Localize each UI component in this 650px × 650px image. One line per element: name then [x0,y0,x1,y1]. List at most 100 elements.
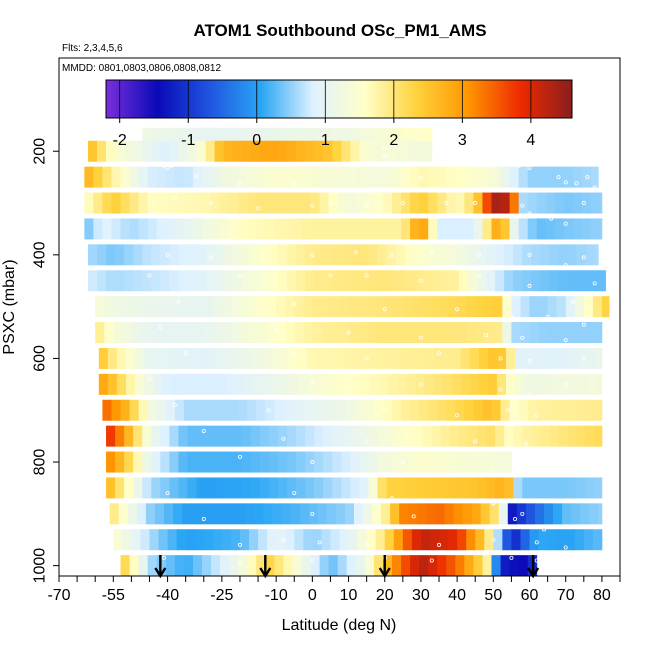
sample-point [581,356,586,361]
heatmap-cell [556,296,567,318]
heatmap-cell [518,555,529,576]
heatmap-cell [478,373,489,395]
colorbar: -2 -1 0 1 2 3 4 [105,79,573,149]
heatmap-cell [464,218,474,240]
heatmap-cell [332,270,342,292]
sample-point [364,203,369,208]
heatmap-cell [556,322,567,344]
y-tick-label: 600 [32,345,49,372]
heatmap-cell [364,399,375,421]
sample-point [523,441,528,446]
heatmap-cell [439,322,449,344]
heatmap-cell [258,529,268,551]
sample-point [563,221,568,226]
heatmap-cell [393,322,404,344]
heatmap-cell [131,322,141,344]
heatmap-cell [305,451,315,473]
heatmap-cell [554,192,565,214]
heatmap-cell [106,140,116,162]
heatmap-cell [294,529,304,551]
heatmap-cell [455,192,465,214]
heatmap-cell [420,296,431,318]
heatmap-cell [310,192,320,214]
heatmap-cell [194,529,205,551]
sample-point [476,273,481,278]
heatmap-cell [205,270,216,292]
heatmap-cell [404,244,415,266]
heatmap-cell [359,477,369,499]
heatmap-cell [451,373,462,395]
heatmap-cell [95,322,105,344]
sample-point [563,180,568,185]
heatmap-cell [196,244,206,266]
heatmap-cell [140,322,150,344]
heatmap-cell [339,529,349,551]
heatmap-cell [183,555,194,576]
heatmap-cell [408,503,418,525]
x-tick-label: -40 [156,587,179,604]
heatmap-cell [493,296,503,318]
heatmap-cell [332,451,342,473]
heatmap-cell [160,270,170,292]
heatmap-cell [268,127,279,149]
heatmap-cell [133,451,143,473]
heatmap-cell [391,218,402,240]
heatmap-cell [138,192,149,214]
heatmap-cell [366,529,377,551]
heatmap-cell [482,166,492,188]
heatmap-cell [154,503,165,525]
sample-point [353,250,358,255]
heatmap-cell [401,166,411,188]
heatmap-cell [205,477,216,499]
heatmap-cell [460,373,471,395]
sample-point [509,555,514,560]
heatmap-cell [477,270,487,292]
heatmap-cell [133,477,143,499]
heatmap-cell [531,244,541,266]
heatmap-cell [285,322,295,344]
heatmap-cell [397,373,407,395]
heatmap-cell [364,192,375,214]
heatmap-cell [563,166,574,188]
heatmap-cell [375,322,386,344]
heatmap-cell [591,192,601,214]
sample-point [176,299,181,304]
heatmap-cell [265,218,275,240]
heatmap-cell [477,244,487,266]
heatmap-cell [287,425,297,447]
heatmap-cell [312,529,322,551]
heatmap-cell [158,529,168,551]
heatmap-cell [212,322,223,344]
heatmap-cell [256,555,266,576]
heatmap-cell [587,347,597,369]
sample-point [527,252,532,257]
heatmap-cell [124,477,134,499]
heatmap-cell [337,192,348,214]
heatmap-cell [524,347,534,369]
heatmap-cell [538,322,549,344]
x-tick-label: 10 [340,587,358,604]
heatmap-cell [582,399,592,421]
heatmap-cell [424,347,434,369]
heatmap-cell [529,529,539,551]
heatmap-cell [232,425,243,447]
heatmap-cell [214,140,225,162]
sample-point [389,252,394,257]
heatmap-cell [315,347,326,369]
heatmap-cell [97,244,107,266]
heatmap-cell [395,425,406,447]
heatmap-cell [594,477,603,499]
heatmap-cell [585,270,596,292]
heatmap-cell [138,166,149,188]
heatmap-cell [127,503,138,525]
heatmap-cell [277,425,288,447]
heatmap-cell [115,425,125,447]
heatmap-cell [359,140,369,162]
heatmap-cell [401,555,411,576]
heatmap-cell [475,322,485,344]
heatmap-cell [223,477,234,499]
heatmap-cell [124,425,134,447]
heatmap-cell [265,555,275,576]
heatmap-cell [410,218,420,240]
colorbar-tick-label: 4 [526,132,535,149]
